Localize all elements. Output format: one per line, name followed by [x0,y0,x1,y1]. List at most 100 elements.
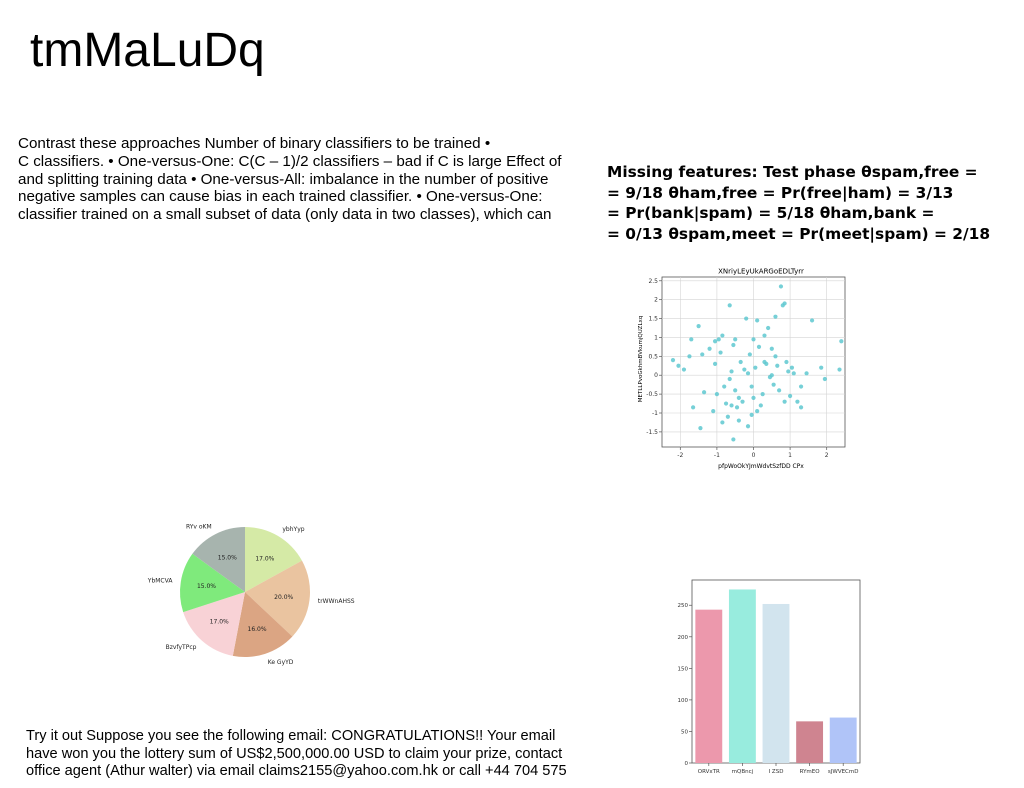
scatter-y-ticks: -1.5 -1 -0.5 0 0.5 1 1.5 2 2.5 [646,278,662,436]
pie-labels: 17.0% ybhYyp 20.0% trWWnAHSS 16.0% Ke GyYD 17.… [147,524,355,666]
pie-category-label: ybhYyp [282,526,304,533]
paragraph-line: Missing features: Test phase θspam,free … [607,163,978,181]
bar-x-tick-label: sJWVECmD [828,769,859,775]
paragraph-line: = Pr(bank|spam) = 5/18 θham,bank = [607,204,935,222]
scatter-point [784,359,789,365]
scatter-point [837,367,842,372]
paragraph-line: negative samples can cause bias in each … [18,188,543,206]
scatter-point [758,403,763,408]
scatter-y-tick-label: 1 [654,334,658,341]
body-paragraph-classifiers: Contrast these approaches Number of bina… [18,135,598,224]
bar [829,717,857,763]
bar-x-ticks: ORVxTR mQBncj I ZSD RYmEO sJWVECmD [698,763,859,775]
pie-category-label: BzvfyTPcp [166,644,197,651]
scatter-point [764,361,769,366]
scatter-point [839,339,844,344]
scatter-point [751,395,756,400]
pie-category-label: RYv oKM [186,524,212,531]
bar-x-tick-label: RYmEO [800,769,821,775]
scatter-point [712,339,718,344]
scatter-point [701,390,707,395]
scatter-point [711,409,716,414]
bar-y-tick-label: 250 [678,603,689,609]
pie-category-label: Ke GyYD [268,659,294,666]
body-paragraph-missing-features: Missing features: Test phase θspam,free … [607,162,1024,244]
body-paragraph-email-example: Try it out Suppose you see the following… [26,728,626,781]
scatter-point [822,376,827,382]
scatter-point [722,384,727,389]
scatter-point [720,420,725,425]
pie-category-label: YbMCVA [147,578,174,585]
bar [695,609,723,763]
scatter-point [753,365,758,370]
scatter-point [782,301,787,306]
scatter-point [731,437,736,442]
scatter-point [698,426,703,431]
scatter-point [771,382,776,387]
scatter-point [778,284,784,289]
scatter-point [729,403,734,408]
scatter-point [795,399,800,404]
scatter-point [744,316,749,321]
scatter-point [712,361,718,366]
scatter-y-tick-label: 0 [654,372,658,379]
scatter-y-tick-label: -1 [652,410,658,417]
scatter-point [798,405,804,410]
paragraph-line: office agent (Athur walter) via email cl… [26,763,567,779]
bar [728,589,756,763]
scatter-title: XNriyLEyUkARGoEDLTyrr [718,268,804,276]
scatter-point [755,409,760,414]
scatter-point [670,358,676,363]
scatter-point [733,337,738,342]
scatter-y-tick-label: 1.5 [648,316,658,323]
scatter-gridlines [662,277,845,447]
scatter-point [791,371,796,376]
scatter-point [716,337,721,342]
scatter-point [775,363,780,368]
paragraph-line: C classifiers. • One-versus-One: C(C – 1… [18,152,562,170]
pie-slice [183,592,245,656]
scatter-points [670,284,844,442]
scatter-point [718,350,723,355]
pie-slice [192,527,245,592]
scatter-point [700,352,705,357]
scatter-point [819,365,824,370]
scatter-point [691,405,696,410]
pie-slice [232,592,293,657]
scatter-y-tick-label: -0.5 [646,391,658,398]
paragraph-line: Try it out Suppose you see the following… [26,728,556,744]
scatter-point [676,363,681,368]
scatter-y-tick-label: 0.5 [648,353,658,360]
pie-percent-label: 20.0% [274,594,293,601]
pie-category-label: trWWnAHSS [318,598,355,605]
pie-percent-label: 15.0% [197,583,216,590]
bar-y-tick-label: 150 [678,666,689,672]
scatter-point [727,303,732,308]
scatter-point [809,318,815,323]
paragraph-line: Contrast these approaches Number of bina… [18,135,491,152]
paragraph-line: = 9/18 θham,free = Pr(free|ham) = 3/13 [607,183,954,202]
pie-slice [245,560,310,637]
bar-chart: 0 50 100 150 200 250 ORVxTR mQBncj I ZSD RYmEO sJ… [678,579,861,775]
bar [762,603,790,763]
pie-slices [180,527,310,657]
scatter-point [773,354,778,359]
scatter-point [751,337,756,342]
scatter-point [755,318,760,323]
scatter-point [740,399,745,404]
scatter-point [747,352,752,357]
scatter-point [756,344,762,349]
scatter-point [733,388,738,393]
scatter-point [804,371,809,376]
bar-x-tick-label: ORVxTR [698,769,720,775]
scatter-point [707,346,712,351]
scatter-point [714,392,719,397]
bar-y-tick-label: 50 [681,729,688,735]
paragraph-line: have won you the lottery sum of US$2,500… [26,745,563,762]
bar-y-tick-label: 0 [685,761,689,767]
scatter-x-tick-label: 1 [788,452,792,459]
scatter-point [769,346,774,351]
pie-percent-label: 17.0% [255,555,274,562]
scatter-point [734,405,740,410]
scatter-point [681,367,687,372]
